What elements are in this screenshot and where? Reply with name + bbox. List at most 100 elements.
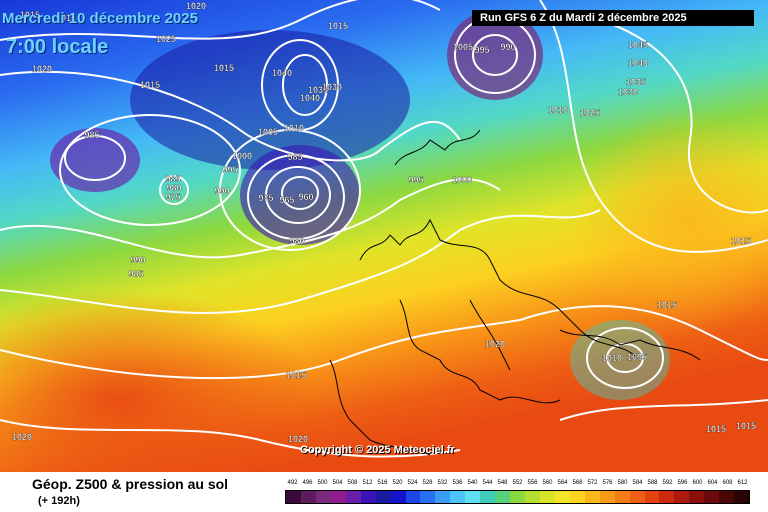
low-center-atlantic [240, 145, 360, 245]
isobar-label: 1010 [548, 105, 568, 115]
isobar-label: 975 [165, 192, 180, 202]
isobar-west-2 [59, 114, 241, 226]
isobar-label: 990 [214, 186, 229, 196]
warm-area-east [570, 110, 768, 330]
isobar-label: 995 [222, 165, 237, 175]
scale-swatch [734, 491, 750, 503]
isobar-label: 995 [408, 175, 423, 185]
scale-swatch [315, 491, 331, 503]
weather-map: 1015 1015 1025 1020 1015 1015 1020 1015 1005 995 9… [0, 0, 768, 472]
isobar-small-low [159, 175, 189, 205]
scale-label: 516 [377, 480, 388, 486]
isobar-label: 1005 [258, 127, 278, 137]
scale-swatch [569, 491, 585, 503]
isobar-label: 1015 [736, 421, 756, 431]
isobar-label: 1040 [272, 68, 292, 78]
isobar-label: 1005 [453, 42, 473, 52]
scale-label: 596 [677, 480, 688, 486]
isobar-low-1 [265, 166, 331, 224]
isobar-label: 1035 [626, 77, 646, 87]
isobar-label: 1015 [214, 63, 234, 73]
scale-swatch [375, 491, 391, 503]
scale-label: 536 [452, 480, 463, 486]
scale-swatch [719, 491, 735, 503]
legend-footer: Géop. Z500 & pression au sol (+ 192h) 49… [0, 472, 768, 512]
isobar-label: 1015 [731, 236, 751, 246]
scale-swatch [300, 491, 316, 503]
copyright-notice: Copyright © 2025 Meteociel.fr [300, 444, 455, 456]
warm-area-southwest [0, 290, 320, 472]
isobar-label: 1010 [602, 353, 622, 363]
scale-swatch [525, 491, 540, 503]
isobar-label: 960 [298, 192, 313, 202]
scale-label: 556 [527, 480, 538, 486]
scale-label: 588 [647, 480, 658, 486]
isobar-label: 1040 [628, 58, 648, 68]
scale-swatch [510, 491, 525, 503]
scale-swatch [330, 491, 346, 503]
isobar-label: 1045 [628, 40, 648, 50]
scale-label: 592 [662, 480, 673, 486]
scale-label: 604 [707, 480, 718, 486]
isobar-labels: 1015 1015 1025 1020 1015 1015 1020 1015 1005 995 9… [12, 1, 756, 444]
scale-label: 500 [317, 480, 328, 486]
isobar-label: 1015 [706, 424, 726, 434]
isobar-low-inner [281, 176, 319, 210]
isobar-west-1 [64, 135, 126, 181]
coast-mediterranean [399, 299, 561, 404]
scale-label: 528 [422, 480, 433, 486]
isobar-label: 990 [130, 255, 145, 265]
isobar-label: 1015 [56, 13, 76, 23]
coast-iberia [329, 359, 431, 456]
isobar-label: 1025 [156, 34, 176, 44]
isobar-high-2 [261, 39, 339, 131]
isobar-mid-arc [0, 70, 461, 162]
scale-swatch [495, 491, 511, 503]
isobar-label: 1015 [140, 80, 160, 90]
scale-swatch [480, 491, 496, 503]
isobar-label: 1040 [300, 93, 320, 103]
color-scale-bar [285, 490, 750, 504]
isobar-east-arc-2 [599, 19, 768, 214]
isobar-label: 1015 [657, 300, 677, 310]
color-scale-labels: 492 496 500 504 508 512 516 520 524 528 532 536 540 5… [285, 480, 750, 490]
scale-swatch [286, 491, 301, 503]
scale-swatch [360, 491, 376, 503]
isobar-low-3 [219, 129, 361, 251]
isobar-label: 1015 [286, 370, 306, 380]
scale-swatch [674, 491, 690, 503]
isobar-label: 1030 [618, 87, 638, 97]
scale-label: 512 [362, 480, 373, 486]
isobar-label: 985 [128, 269, 143, 279]
isobar-label: 985 [287, 152, 302, 162]
isobar-label: 985 [165, 174, 180, 184]
scale-label: 496 [302, 480, 313, 486]
scale-label: 492 [287, 480, 298, 486]
scale-label: 608 [722, 480, 733, 486]
isobar-high-1 [282, 54, 328, 116]
scale-swatch [450, 491, 466, 503]
scale-label: 548 [497, 480, 508, 486]
isobar-label: 1020 [485, 339, 505, 349]
isobar-label: 1000 [452, 175, 472, 185]
scale-label: 504 [332, 480, 343, 486]
isobar-label: 1020 [288, 434, 308, 444]
scale-label: 532 [437, 480, 448, 486]
isobar-label: 1030 [322, 82, 342, 92]
scale-label: 520 [392, 480, 403, 486]
isobar-east-arc-1 [539, 0, 768, 253]
scale-swatch [435, 491, 451, 503]
isobar-label: 985 [84, 130, 99, 140]
isobar-label: 1005 [627, 352, 647, 362]
isobar-label: 1015 [20, 10, 40, 20]
isobar-east-2 [586, 327, 664, 389]
isobar-north-arc [0, 0, 441, 41]
scale-swatch [584, 491, 600, 503]
scale-swatch [420, 491, 436, 503]
scale-label: 508 [347, 480, 358, 486]
scale-swatch [539, 491, 555, 503]
scale-swatch [599, 491, 615, 503]
isobar-label: 975 [258, 193, 273, 203]
isobar-label: 1035 [308, 85, 328, 95]
